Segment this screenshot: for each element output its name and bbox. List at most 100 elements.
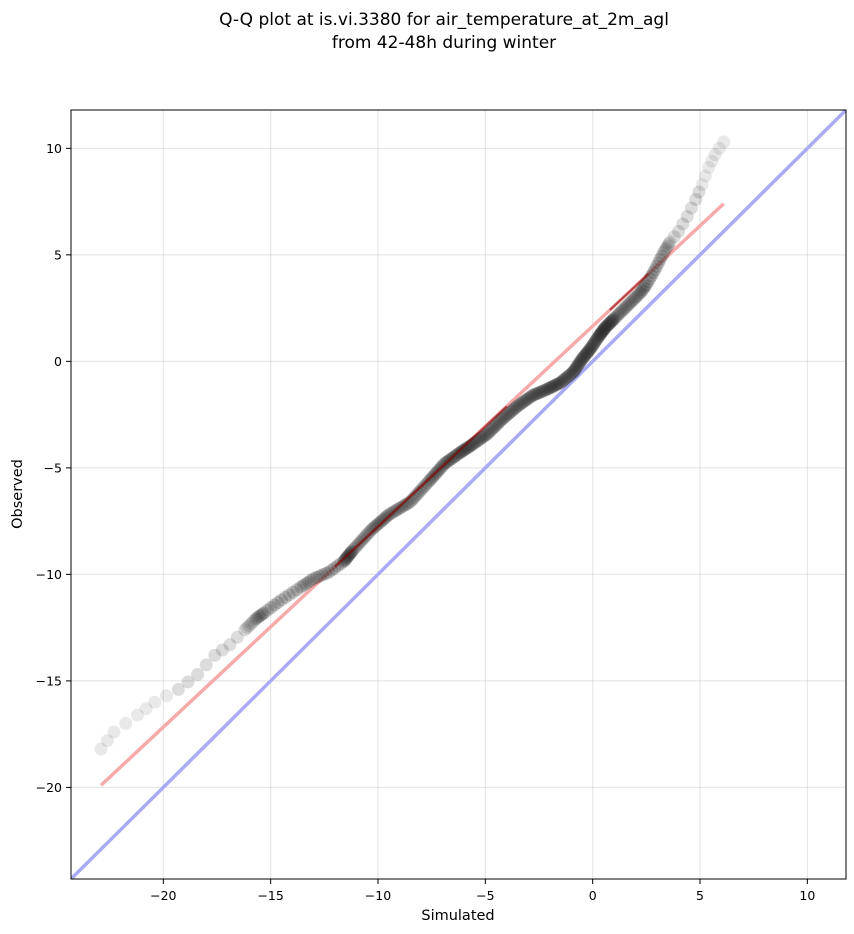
- quantile-point: [592, 329, 606, 343]
- quantile-point: [708, 148, 722, 162]
- quantile-point: [294, 580, 308, 594]
- quantile-point: [268, 598, 282, 612]
- quantile-point: [517, 395, 531, 409]
- quantile-point: [307, 572, 321, 586]
- quantile-point: [488, 419, 502, 433]
- quantile-point: [564, 367, 578, 381]
- quantile-point: [301, 575, 315, 589]
- quantile-point: [616, 303, 630, 317]
- chart-title-line-1: Q-Q plot at is.vi.3380 for air_temperatu…: [219, 10, 669, 30]
- quantile-point: [619, 300, 633, 314]
- quantile-point: [584, 340, 598, 354]
- x-tick-label: 10: [799, 888, 815, 903]
- quantile-point: [572, 357, 586, 371]
- quantile-point: [590, 331, 604, 345]
- x-tick-label: 0: [589, 888, 597, 903]
- y-tick-label: −10: [36, 567, 62, 582]
- quantile-point: [607, 312, 621, 326]
- quantile-point: [530, 387, 544, 401]
- quantile-point: [503, 405, 517, 419]
- quantile-point: [660, 239, 674, 253]
- quantile-point: [230, 630, 244, 644]
- quantile-point: [539, 383, 553, 397]
- quantile-point: [597, 323, 611, 337]
- quantile-point: [489, 418, 503, 432]
- quantile-point: [485, 422, 499, 436]
- quantile-point: [606, 313, 620, 327]
- y-axis-ticks: −20 −15 −10 −5 0 5 10: [36, 141, 71, 795]
- quantile-point: [529, 387, 543, 401]
- quantile-point: [542, 381, 556, 395]
- quantile-point: [672, 224, 686, 238]
- quantile-point: [600, 319, 614, 333]
- quantile-point: [254, 608, 268, 622]
- quantile-point: [380, 509, 394, 523]
- quantile-point: [555, 375, 569, 389]
- quantile-point: [667, 230, 681, 244]
- quantile-point: [493, 415, 507, 429]
- quantile-point: [453, 446, 467, 460]
- quantile-point: [663, 235, 677, 249]
- quantile-point: [597, 322, 611, 336]
- quantile-point: [637, 281, 651, 295]
- quantile-points: [94, 135, 731, 756]
- quantile-point: [325, 563, 339, 577]
- quantile-point: [523, 391, 537, 405]
- y-tick-label: 0: [54, 354, 62, 369]
- quantile-point: [589, 334, 603, 348]
- quantile-point: [609, 310, 623, 324]
- quantile-point: [698, 169, 712, 183]
- x-tick-label: −15: [257, 888, 283, 903]
- quantile-point: [635, 283, 649, 297]
- quantile-point: [378, 511, 392, 525]
- quantile-point: [271, 596, 285, 610]
- quantile-point: [424, 472, 438, 486]
- quantile-point: [572, 356, 586, 370]
- quantile-point: [375, 514, 389, 528]
- quantile-point: [278, 590, 292, 604]
- quantile-point: [296, 578, 310, 592]
- quantile-point: [509, 400, 523, 414]
- quantile-point: [359, 529, 373, 543]
- fit-line-core-group: [334, 273, 650, 568]
- quantile-point: [538, 383, 552, 397]
- quantile-point: [560, 370, 574, 384]
- quantile-point: [605, 314, 619, 328]
- x-axis-label: Simulated: [421, 908, 494, 924]
- quantile-point: [482, 425, 496, 439]
- quantile-point: [508, 402, 522, 416]
- quantile-point: [242, 619, 256, 633]
- fit-line-core: [609, 273, 650, 311]
- quantile-point: [512, 398, 526, 412]
- quantile-point: [570, 360, 584, 374]
- quantile-point: [319, 567, 333, 581]
- quantile-point: [100, 734, 114, 748]
- quantile-point: [518, 394, 532, 408]
- quantile-point: [131, 708, 145, 722]
- quantile-point: [638, 279, 652, 293]
- quantile-point: [181, 675, 195, 689]
- quantile-point: [684, 201, 698, 215]
- quantile-point: [587, 336, 601, 350]
- quantile-point: [426, 470, 440, 484]
- y-tick-label: −20: [36, 780, 62, 795]
- quantile-point: [573, 355, 587, 369]
- quantile-point: [514, 397, 528, 411]
- quantile-point: [409, 489, 423, 503]
- x-tick-label: −5: [476, 888, 494, 903]
- quantile-point: [651, 256, 665, 270]
- quantile-point: [520, 393, 534, 407]
- quantile-point: [524, 390, 538, 404]
- quantile-point: [658, 244, 672, 258]
- quantile-point: [119, 716, 133, 730]
- quantile-point: [624, 295, 638, 309]
- quantile-point: [562, 368, 576, 382]
- quantile-point: [107, 725, 121, 739]
- quantile-point: [502, 407, 516, 421]
- quantile-point: [139, 702, 153, 716]
- quantile-point: [705, 154, 719, 168]
- quantile-point: [496, 412, 510, 426]
- quantile-point: [579, 347, 593, 361]
- quantile-point: [413, 484, 427, 498]
